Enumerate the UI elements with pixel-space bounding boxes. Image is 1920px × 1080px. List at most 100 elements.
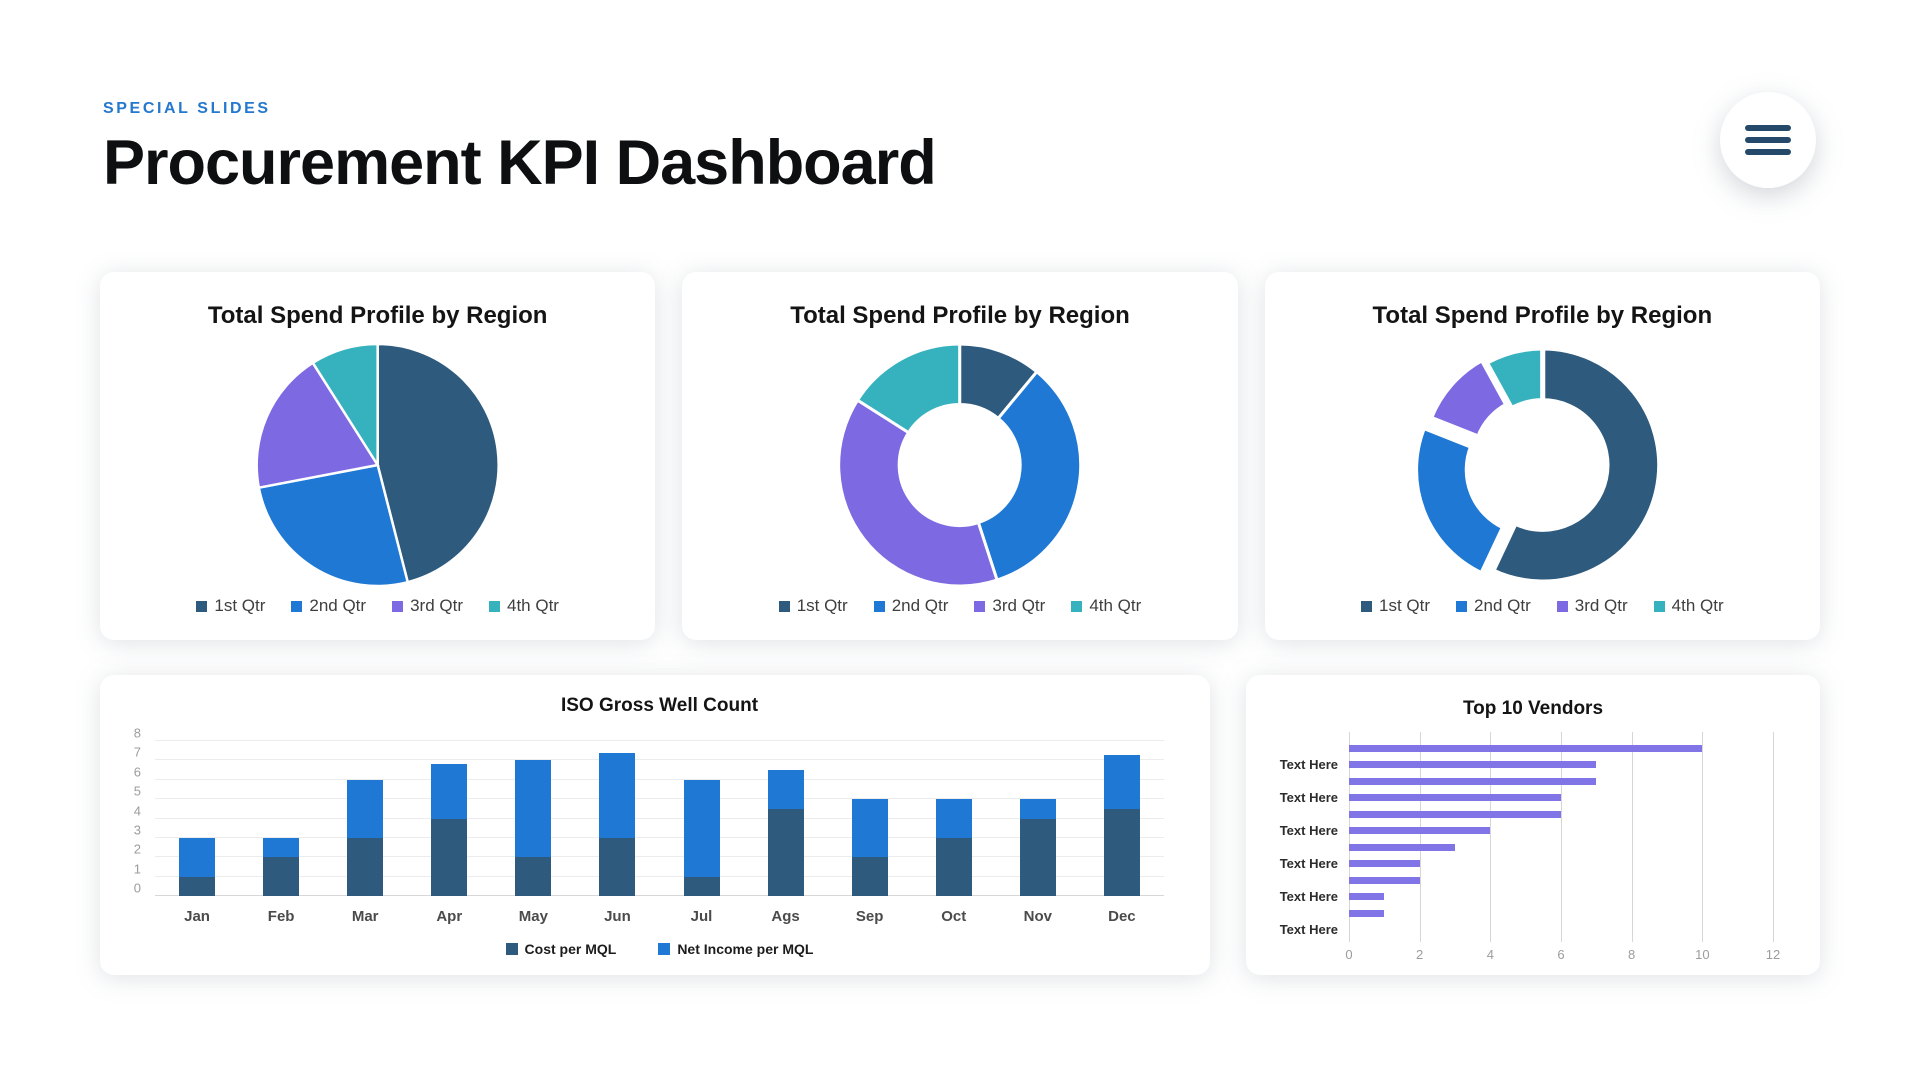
row-label-slot: Text Here (1246, 823, 1349, 840)
x-tick-label: 4 (1486, 947, 1494, 962)
hamburger-icon (1745, 125, 1791, 155)
bar-segment-net-income-per-mql (347, 779, 384, 838)
vendor-row (1349, 773, 1773, 790)
bar-stack (347, 779, 384, 896)
row-label-slot: Text Here (1246, 889, 1349, 906)
vendor-row-label: Text Here (1279, 922, 1338, 938)
month-label: Jul (690, 908, 713, 925)
legend-swatch (196, 600, 208, 612)
legend-item: 3rd Qtr (392, 596, 463, 616)
gridline (155, 778, 1164, 780)
menu-button[interactable] (1720, 92, 1816, 188)
bar-segment-net-income-per-mql (263, 837, 300, 858)
legend-label: 3rd Qtr (992, 596, 1046, 615)
vendor-bar (1349, 777, 1597, 785)
gridline (1561, 732, 1562, 942)
vendor-bar (1349, 843, 1455, 851)
legend-swatch (291, 600, 303, 612)
chart-legend: 1st Qtr 2nd Qtr 3rd Qtr 4th Qtr (1361, 596, 1724, 616)
vendor-bar (1349, 744, 1703, 752)
vendor-bar (1349, 761, 1597, 769)
chart-title: Top 10 Vendors (1462, 698, 1604, 719)
legend-item: 3rd Qtr (1556, 596, 1628, 616)
gridline (1631, 732, 1633, 942)
pie-slice-4th-qtr (855, 342, 962, 435)
bar-column (239, 741, 323, 896)
legend-item: 4th Qtr (1071, 596, 1141, 616)
legend-label: 1st Qtr (214, 596, 266, 615)
legend-label: 1st Qtr (796, 596, 848, 615)
legend-label: 2nd Qtr (1474, 596, 1531, 615)
chart-legend: 1st Qtr 2nd Qtr 3rd Qtr 4th Qtr (778, 596, 1141, 616)
y-tick-label: 0 (133, 880, 141, 896)
legend-item: Cost per MQL (505, 941, 617, 957)
chart-title: Total Spend Profile by Region (207, 302, 548, 329)
top-cards-row: Total Spend Profile by Region 1st Qtr 2nd… (100, 272, 1820, 640)
pie-slice-2nd-qtr (257, 463, 410, 588)
x-tick-label: 10 (1695, 947, 1710, 962)
legend-swatch (1653, 600, 1665, 612)
y-tick-label: 1 (133, 861, 141, 877)
vendor-bar (1349, 860, 1420, 868)
vendor-row (1349, 806, 1773, 823)
pie-slice-2nd-qtr (976, 369, 1083, 582)
gridline (155, 740, 1164, 741)
y-tick-label: 7 (133, 744, 141, 760)
vendor-row-label: Text Here (1279, 823, 1338, 839)
bar-segment-cost-per-mql (767, 808, 804, 896)
y-tick-label: 6 (133, 764, 141, 780)
pie-slice-4th-qtr (1482, 345, 1545, 413)
vendor-row (1349, 889, 1773, 906)
iso-gross-well-count-card: ISO Gross Well Count 0 1 2 3 4 5 6 7 8 Jan Feb Mar… (100, 675, 1210, 975)
row-label-slot (1246, 839, 1349, 856)
eyebrow-label: SPECIAL SLIDES (103, 100, 271, 117)
bar-stack (683, 779, 720, 896)
gridline (1490, 732, 1492, 942)
vendor-row (1349, 872, 1773, 889)
chart-legend: Cost per MQL Net Income per MQL (155, 941, 1164, 957)
bar-segment-cost-per-mql (599, 837, 636, 896)
legend-swatch (505, 943, 518, 955)
bar-segment-cost-per-mql (935, 837, 972, 896)
bar-segment-net-income-per-mql (683, 779, 720, 877)
vendor-row (1349, 905, 1773, 922)
legend-item: Net Income per MQL (658, 941, 813, 957)
vendor-row-label: Text Here (1279, 889, 1338, 905)
legend-item: 2nd Qtr (291, 596, 366, 616)
dashboard-content: Total Spend Profile by Region 1st Qtr 2nd… (100, 272, 1820, 975)
row-label-slot: Text Here (1246, 922, 1349, 939)
legend-label: Cost per MQL (524, 941, 617, 957)
gridline (1773, 732, 1774, 942)
chart-title: ISO Gross Well Count (560, 695, 759, 716)
bar-column (996, 741, 1080, 896)
row-label-slot (1246, 806, 1349, 823)
y-tick-label: 3 (133, 822, 141, 838)
pie-slice-1st-qtr (1489, 345, 1662, 585)
legend-label: 1st Qtr (1379, 596, 1431, 615)
hbar-plot: Text Here Text Here Text Here Text Here Text… (1246, 732, 1820, 942)
chart-title: Total Spend Profile by Region (1372, 302, 1713, 329)
legend-swatch (1456, 600, 1468, 612)
legend-swatch (392, 600, 404, 612)
bar-stack (431, 764, 468, 896)
spend-profile-card-donut: Total Spend Profile by Region 1st Qtr 2nd… (682, 272, 1238, 640)
legend-item: 1st Qtr (778, 596, 848, 616)
legend-swatch (658, 943, 671, 955)
gridline (1702, 732, 1704, 942)
bar-column (575, 741, 659, 896)
month-label: Mar (351, 908, 379, 925)
vendor-bar (1349, 876, 1420, 884)
bar-stack (1103, 754, 1140, 896)
spend-profile-card-pie: Total Spend Profile by Region 1st Qtr 2nd… (100, 272, 656, 640)
y-tick-label: 4 (133, 803, 141, 818)
vendor-bar (1349, 794, 1561, 802)
x-tick-label: 0 (1345, 947, 1353, 962)
month-label: Apr (436, 908, 463, 925)
bar-stack (263, 837, 300, 896)
donut-chart (837, 342, 1083, 588)
row-label-slot (1246, 773, 1349, 790)
month-axis: Jan Feb Mar Apr May Jun Jul Ags Sep Oct Nov Dec (155, 908, 1164, 925)
month-label: Oct (941, 908, 967, 925)
